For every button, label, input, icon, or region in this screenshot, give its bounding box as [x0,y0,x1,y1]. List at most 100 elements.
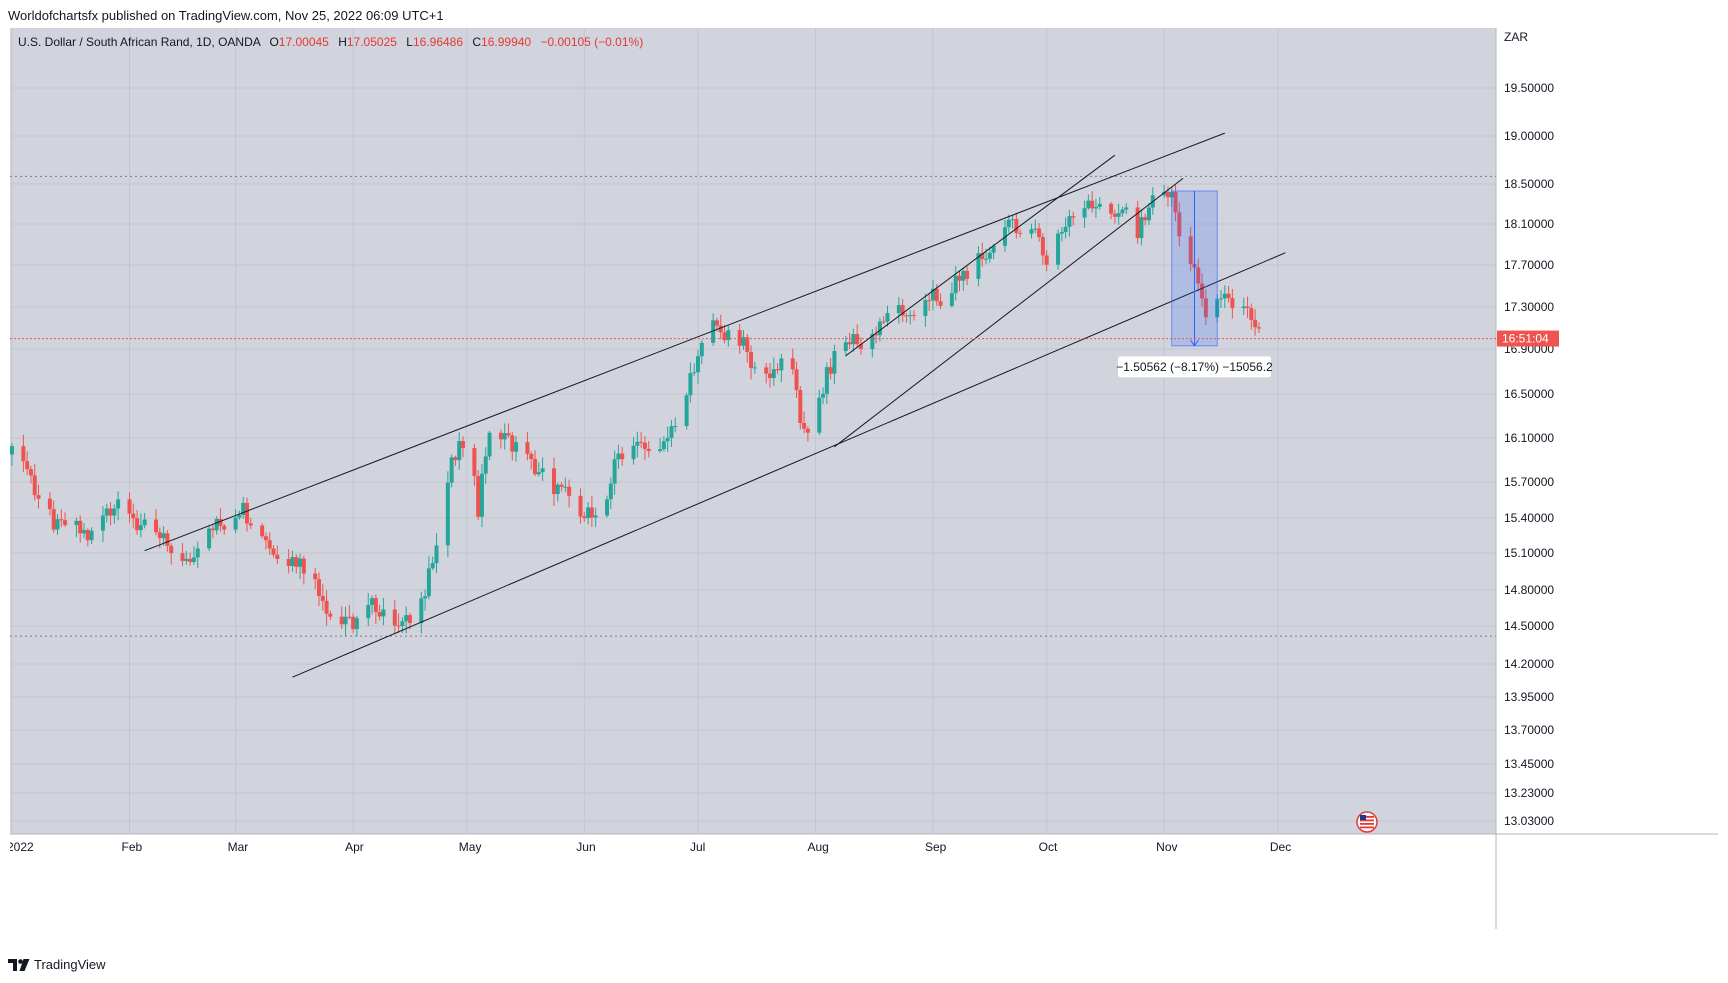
candle-body [764,367,769,374]
candle [10,442,14,467]
price-chart[interactable]: 19.50000 19.00000 18.50000 18.10000 17.70000… [10,28,1718,929]
candle [165,530,170,552]
candle [965,266,970,286]
candle [381,597,386,626]
candle-body [28,469,33,476]
candle [1120,206,1125,217]
candle-body [525,442,530,454]
y-tick-label: 19.00000 [1504,129,1554,143]
candle-body [1219,298,1224,300]
candle [1222,285,1227,309]
candle-body [930,288,935,301]
candle [586,502,591,525]
candle [1006,214,1011,233]
candle [457,432,462,470]
candle-body [1029,229,1034,234]
candle [824,362,829,404]
candle [78,515,83,543]
candle [987,246,992,263]
candle [112,504,117,524]
publisher-caption: Worldofchartsfx published on TradingView… [8,8,444,23]
candle-body [1010,219,1015,221]
symbol-legend: U.S. Dollar / South African Rand, 1D, OA… [18,35,643,49]
candle [154,509,159,536]
candle [169,542,174,565]
candle-body [1033,228,1038,230]
candle-body [900,305,905,316]
candle-body [1071,216,1076,218]
candle [1253,309,1258,336]
candle-body [131,513,136,519]
measure-label: −1.50562 (−8.17%) −15056.2 [1116,360,1273,374]
candle [798,386,803,430]
candle-body [779,358,784,371]
candle [248,517,253,529]
candle [476,470,481,521]
candle [1188,226,1193,272]
candle [635,431,640,458]
footer-brand[interactable]: TradingView [8,957,106,972]
candle [631,437,636,465]
candle [1219,290,1224,308]
candle [665,426,670,452]
candle [768,362,772,388]
candle [749,345,754,380]
trendline[interactable] [144,132,1225,552]
close-value: 16.99940 [481,35,532,49]
candle [771,357,776,386]
candle-body [514,442,519,452]
candle-body [47,498,52,510]
candle [498,429,503,449]
candle-body [768,373,772,379]
candle-body [851,334,856,345]
candle [775,363,780,375]
trendline[interactable] [834,177,1184,448]
candle [237,510,242,520]
candle [116,491,121,521]
candle [605,495,610,518]
candle-body [267,540,272,549]
high-label: H [338,35,347,49]
candle-body [1063,226,1068,233]
candle [1093,198,1098,218]
candle-body [1120,209,1125,214]
candle [1147,203,1151,225]
x-tick-label: Apr [345,840,364,854]
candle-body [855,334,860,345]
candle-body [802,423,807,429]
us-flag-icon[interactable] [1356,811,1378,833]
candle-body [25,461,30,470]
candle-body [1056,233,1061,265]
candle-body [59,519,64,521]
candle [55,514,60,535]
candle-body [316,579,321,596]
y-tick-label: 17.70000 [1504,258,1554,272]
candle [191,546,196,565]
x-tick-label: May [459,840,482,854]
candle [47,492,52,516]
candle-body [980,253,985,260]
candle-body [1040,237,1045,256]
candle [339,606,344,630]
candle-body [1143,217,1148,221]
candle [108,502,113,526]
candle [642,436,647,461]
y-tick-label: 13.03000 [1504,814,1554,828]
candle [555,482,560,502]
low-label: L [406,35,413,49]
candle [21,434,26,472]
candle [487,430,492,461]
candle [764,363,769,384]
candle-body [214,518,219,531]
candle-body [752,367,757,369]
candle-body [711,320,716,343]
trendline[interactable] [845,154,1116,357]
candle [900,298,905,323]
y-tick-label: 13.95000 [1504,690,1554,704]
candle-body [1006,219,1011,228]
trendline[interactable] [292,252,1286,678]
candle [904,312,909,323]
candle-body [1067,216,1072,227]
candle [506,423,511,438]
candle-body [642,442,647,449]
